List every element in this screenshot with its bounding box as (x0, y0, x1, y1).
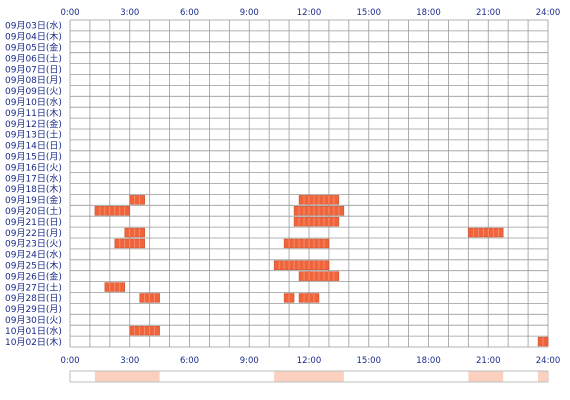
summary-band (538, 371, 548, 382)
x-tick-label-bottom: 12:00 (297, 356, 322, 366)
date-row-label: 09月06日(土) (5, 52, 62, 64)
activity-cell (273, 260, 330, 270)
x-tick-label-top: 12:00 (297, 8, 322, 18)
activity-cell (468, 227, 504, 238)
activity-cells (94, 195, 549, 347)
date-row-label: 09月19日(金) (5, 194, 62, 206)
summary-band (274, 371, 344, 382)
date-row-label: 10月01日(水) (5, 325, 62, 337)
summary-strip (69, 370, 549, 383)
date-row-label: 09月14日(日) (5, 141, 62, 152)
x-tick-label-bottom: 15:00 (357, 356, 382, 366)
x-tick-label-bottom: 3:00 (120, 356, 139, 366)
x-axis-bottom-labels: 0:00 3:00 6:00 9:00 12:00 15:00 18:00 21:00 24:0… (60, 356, 560, 366)
x-tick-label-top: 3:00 (120, 8, 139, 18)
date-row-label: 09月04日(木) (5, 31, 62, 43)
x-tick-label-bottom: 18:00 (416, 356, 441, 366)
date-row-label: 09月15日(月) (5, 151, 62, 162)
x-tick-label-top: 6:00 (180, 8, 199, 18)
date-row-label: 10月02日(木) (5, 336, 62, 348)
x-tick-label-bottom: 9:00 (240, 356, 259, 366)
date-row-label: 09月16日(火) (5, 162, 62, 173)
date-row-label: 09月11日(木) (5, 107, 62, 119)
activity-cell (283, 238, 330, 249)
x-tick-label-top: 15:00 (357, 8, 382, 18)
date-row-label: 09月29日(月) (5, 304, 62, 315)
grid-lines (69, 19, 549, 348)
activity-cell (129, 195, 145, 205)
date-row-label: 09月10日(水) (5, 96, 62, 108)
date-row-label: 09月20日(土) (5, 205, 62, 217)
date-row-label: 09月25日(木) (5, 259, 62, 271)
x-tick-label-bottom: 0:00 (60, 356, 79, 366)
date-row-label: 09月13日(土) (5, 129, 62, 141)
x-tick-label-top: 18:00 (416, 8, 441, 18)
x-tick-label-top: 0:00 (60, 8, 79, 18)
date-row-label: 09月28日(日) (5, 293, 62, 304)
date-row-label: 09月30日(火) (5, 315, 62, 326)
x-tick-label-top: 24:00 (536, 8, 561, 18)
date-row-label: 09月12日(金) (5, 118, 62, 130)
summary-band (468, 371, 504, 382)
summary-band (94, 371, 160, 382)
date-row-labels: 09月03日(水)09月04日(木)09月05日(金)09月06日(土)09月0… (5, 20, 62, 348)
x-axis-top-labels: 0:00 3:00 6:00 9:00 12:00 15:00 18:00 21:00 24:0… (60, 8, 560, 18)
activity-cell (293, 216, 340, 227)
date-row-label: 09月22日(月) (5, 228, 62, 239)
date-row-label: 09月09日(火) (5, 86, 62, 97)
date-row-label: 09月07日(日) (5, 64, 62, 75)
date-row-label: 09月17日(水) (5, 172, 62, 184)
date-row-label: 09月21日(日) (5, 217, 62, 228)
date-row-label: 09月23日(火) (5, 239, 62, 250)
x-tick-label-bottom: 6:00 (180, 356, 199, 366)
activity-cell (94, 206, 131, 216)
x-tick-label-bottom: 21:00 (476, 356, 501, 366)
date-row-label: 09月08日(月) (5, 75, 62, 86)
x-tick-label-bottom: 24:00 (536, 356, 561, 366)
x-tick-label-top: 9:00 (240, 8, 259, 18)
date-row-label: 09月27日(土) (5, 281, 62, 293)
x-tick-label-top: 21:00 (476, 8, 501, 18)
date-row-label: 09月05日(金) (5, 41, 62, 53)
date-row-label: 09月26日(金) (5, 270, 62, 282)
date-row-label: 09月03日(水) (5, 20, 62, 32)
date-row-label: 09月18日(木) (5, 183, 62, 195)
date-row-label: 09月24日(水) (5, 249, 62, 261)
